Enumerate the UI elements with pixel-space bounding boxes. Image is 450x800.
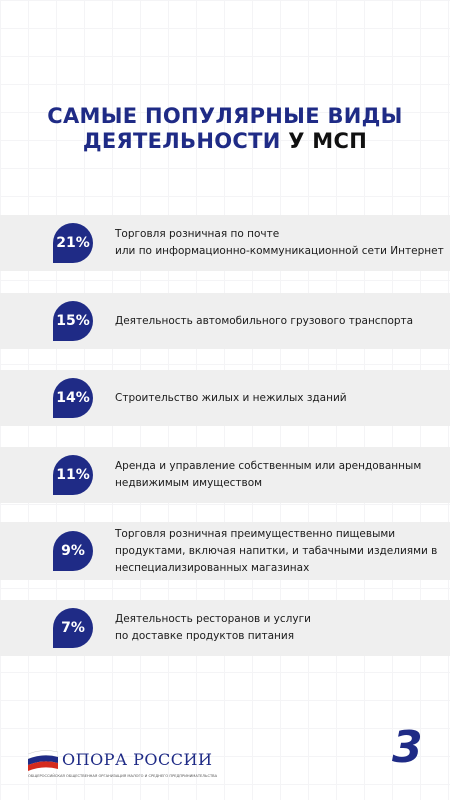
- text-line: или по информационно-коммуникационной се…: [115, 245, 444, 257]
- percent-badge: 21%: [53, 223, 93, 263]
- percent-badge: 11%: [53, 455, 93, 495]
- item-text: Деятельность автомобильного грузового тр…: [115, 313, 413, 330]
- title: САМЫЕ ПОПУЛЯРНЫЕ ВИДЫ ДЕЯТЕЛЬНОСТИ У МСП: [0, 104, 450, 154]
- page-number: 3: [392, 722, 423, 773]
- item-text: Строительство жилых и нежилых зданий: [115, 390, 347, 407]
- percent-badge: 15%: [53, 301, 93, 341]
- text-line: Аренда и управление собственным или арен…: [115, 460, 422, 472]
- item-text: Торговля розничная по почте или по информ…: [115, 226, 444, 260]
- title-line: ДЕЯТЕЛЬНОСТИ У МСП: [0, 129, 450, 154]
- list-item: 9% Торговля розничная преимущественно пищ…: [0, 522, 450, 580]
- percent-badge: 14%: [53, 378, 93, 418]
- percent-badge: 9%: [53, 531, 93, 571]
- logo-caption: ОБЩЕРОССИЙСКАЯ ОБЩЕСТВЕННАЯ ОРГАНИЗАЦИЯ …: [28, 774, 218, 778]
- list-item: 7% Деятельность ресторанов и услуги по дос…: [0, 600, 450, 656]
- item-text: Деятельность ресторанов и услуги по доста…: [115, 611, 311, 645]
- text-line: продуктами, включая напитки, и табачными…: [115, 544, 438, 557]
- title-accent: ДЕЯТЕЛЬНОСТИ: [82, 129, 281, 153]
- text-line: недвижимым имуществом: [115, 477, 263, 489]
- text-line: Деятельность ресторанов и услуги: [115, 613, 311, 625]
- item-text: Аренда и управление собственным или арен…: [115, 458, 421, 492]
- logo-name: ОПОРА РОССИИ: [62, 750, 213, 769]
- list-item: 14% Строительство жилых и нежилых зданий: [0, 370, 450, 426]
- logo-flag: [28, 750, 58, 771]
- list-item: 11% Аренда и управление собственным или а…: [0, 447, 450, 503]
- text-line: Деятельность автомобильного грузового тр…: [115, 314, 414, 327]
- title-rest: У МСП: [288, 129, 368, 153]
- text-line: Торговля розничная по почте: [115, 228, 280, 240]
- item-text: Торговля розничная преимущественно пищев…: [115, 526, 437, 577]
- percent-badge: 7%: [53, 608, 93, 648]
- list-item: 21% Торговля розничная по почте или по инф…: [0, 215, 450, 271]
- list-item: 15% Деятельность автомобильного грузового…: [0, 293, 450, 349]
- title-line: САМЫЕ ПОПУЛЯРНЫЕ ВИДЫ: [47, 104, 403, 128]
- text-line: по доставке продуктов питания: [115, 630, 295, 642]
- text-line: неспециализированных магазинах: [115, 561, 310, 574]
- text-line: Строительство жилых и нежилых зданий: [115, 391, 347, 404]
- text-line: Торговля розничная преимущественно пищев…: [115, 527, 396, 540]
